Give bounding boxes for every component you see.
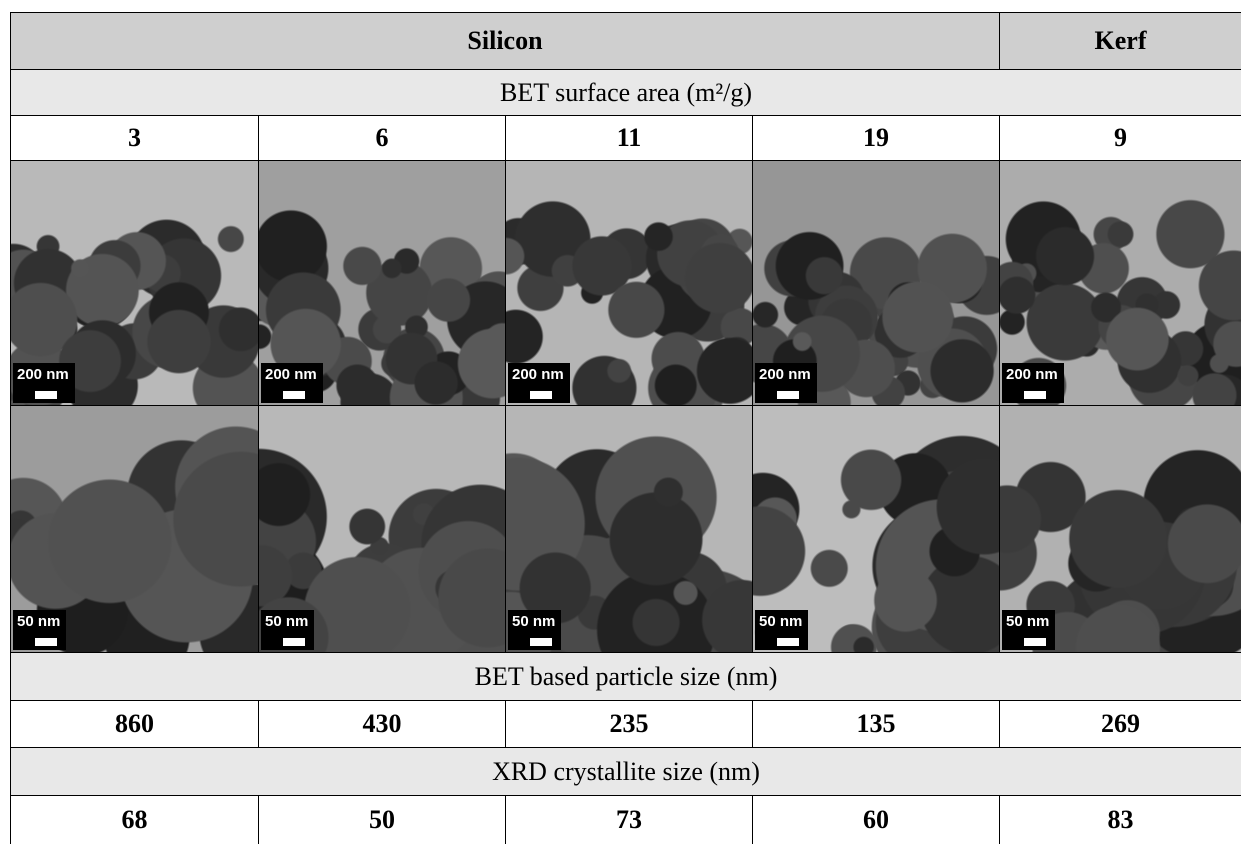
micrograph: 200 nm: [10, 160, 259, 406]
scale-bar: [777, 638, 799, 646]
value-cell: 860: [10, 700, 259, 748]
scale-bar: [35, 638, 57, 646]
value-cell: 6: [258, 115, 506, 161]
micrograph: 200 nm: [505, 160, 753, 406]
value-cell: 83: [999, 795, 1241, 844]
scale-bar: [283, 638, 305, 646]
section-title: BET surface area (m²/g): [10, 69, 1241, 116]
scale-bar: [1024, 391, 1046, 399]
scale-bar-label: 50 nm: [1002, 610, 1056, 650]
micrograph: 200 nm: [999, 160, 1241, 406]
scale-bar-label: 50 nm: [13, 610, 67, 650]
value-cell: 60: [752, 795, 1000, 844]
value-cell: 50: [258, 795, 506, 844]
group-header: Silicon: [10, 12, 1000, 70]
group-header: Kerf: [999, 12, 1241, 70]
value-cell: 430: [258, 700, 506, 748]
micrograph: 50 nm: [999, 405, 1241, 653]
value-cell: 3: [10, 115, 259, 161]
scale-bar: [530, 391, 552, 399]
micrograph: 50 nm: [10, 405, 259, 653]
scale-bar-label: 50 nm: [755, 610, 809, 650]
value-cell: 135: [752, 700, 1000, 748]
section-title: BET based particle size (nm): [10, 652, 1241, 701]
scale-bar-label: 200 nm: [755, 363, 817, 403]
micrograph: 200 nm: [258, 160, 506, 406]
micrograph: 200 nm: [752, 160, 1000, 406]
section-title: XRD crystallite size (nm): [10, 747, 1241, 796]
micrograph: 50 nm: [258, 405, 506, 653]
scale-bar-label: 200 nm: [508, 363, 570, 403]
scale-bar: [1024, 638, 1046, 646]
value-cell: 73: [505, 795, 753, 844]
value-cell: 235: [505, 700, 753, 748]
micrograph: 50 nm: [752, 405, 1000, 653]
value-cell: 19: [752, 115, 1000, 161]
scale-bar: [283, 391, 305, 399]
scale-bar-label: 200 nm: [13, 363, 75, 403]
scale-bar-label: 200 nm: [1002, 363, 1064, 403]
micrograph: 50 nm: [505, 405, 753, 653]
scale-bar: [530, 638, 552, 646]
value-cell: 68: [10, 795, 259, 844]
value-cell: 11: [505, 115, 753, 161]
value-cell: 9: [999, 115, 1241, 161]
scale-bar: [35, 391, 57, 399]
scale-bar-label: 50 nm: [261, 610, 315, 650]
value-cell: 269: [999, 700, 1241, 748]
scale-bar-label: 50 nm: [508, 610, 562, 650]
scale-bar: [777, 391, 799, 399]
scale-bar-label: 200 nm: [261, 363, 323, 403]
